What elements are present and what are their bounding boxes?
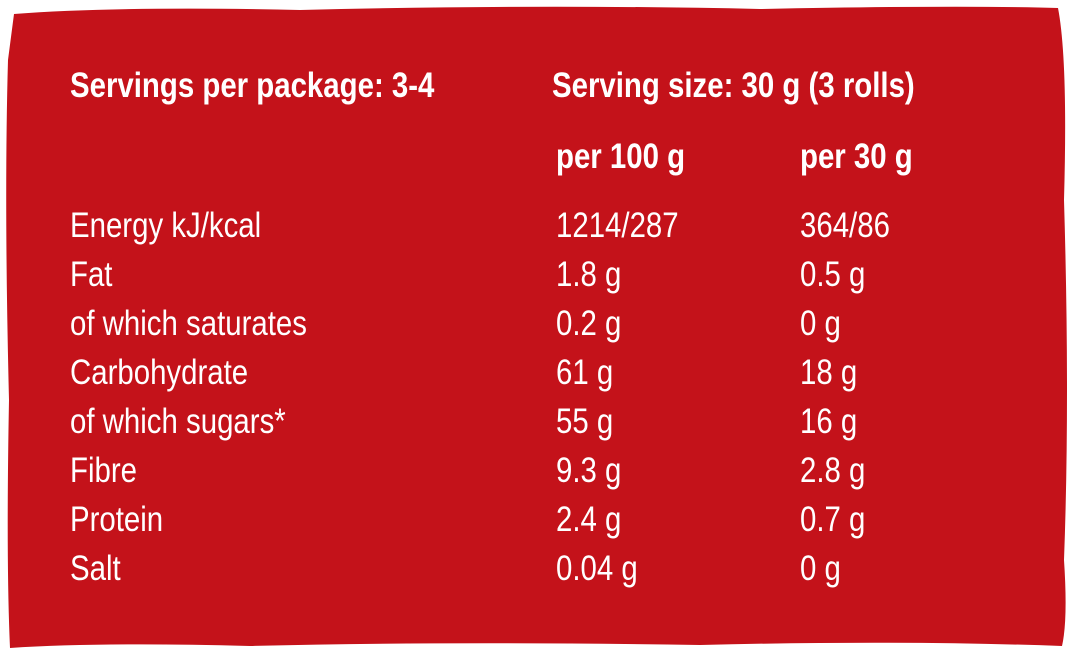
nutrient-name: Fat bbox=[70, 255, 113, 294]
value-per-100g: 9.3 g bbox=[556, 451, 622, 490]
value-per-serving: 0 g bbox=[800, 549, 841, 588]
nutrient-name: Fibre bbox=[70, 451, 137, 490]
panel-shape bbox=[6, 6, 1068, 648]
value-per-serving: 16 g bbox=[800, 402, 858, 441]
value-per-100g: 1.8 g bbox=[556, 255, 622, 294]
nutrient-name: Protein bbox=[70, 500, 164, 539]
value-per-100g: 55 g bbox=[556, 402, 614, 441]
value-per-serving: 0.5 g bbox=[800, 255, 866, 294]
value-per-serving: 0.7 g bbox=[800, 500, 866, 539]
value-per-100g: 0.04 g bbox=[556, 549, 638, 588]
nutrient-name: of which saturates bbox=[70, 304, 307, 343]
column-header: per 100 g bbox=[556, 137, 686, 176]
value-per-serving: 2.8 g bbox=[800, 451, 866, 490]
column-header: per 30 g bbox=[800, 137, 913, 176]
serving-size: Serving size: 30 g (3 rolls) bbox=[552, 66, 915, 105]
nutrient-name: of which sugars* bbox=[70, 402, 286, 441]
nutrient-name: Carbohydrate bbox=[70, 353, 249, 392]
value-per-serving: 0 g bbox=[800, 304, 841, 343]
value-per-100g: 1214/287 bbox=[556, 206, 679, 245]
nutrient-name: Energy kJ/kcal bbox=[70, 206, 262, 245]
value-per-100g: 2.4 g bbox=[556, 500, 622, 539]
nutrient-name: Salt bbox=[70, 549, 121, 588]
value-per-serving: 18 g bbox=[800, 353, 858, 392]
value-per-100g: 61 g bbox=[556, 353, 614, 392]
value-per-100g: 0.2 g bbox=[556, 304, 622, 343]
servings-per-package: Servings per package: 3-4 bbox=[70, 66, 435, 105]
value-per-serving: 364/86 bbox=[800, 206, 890, 245]
